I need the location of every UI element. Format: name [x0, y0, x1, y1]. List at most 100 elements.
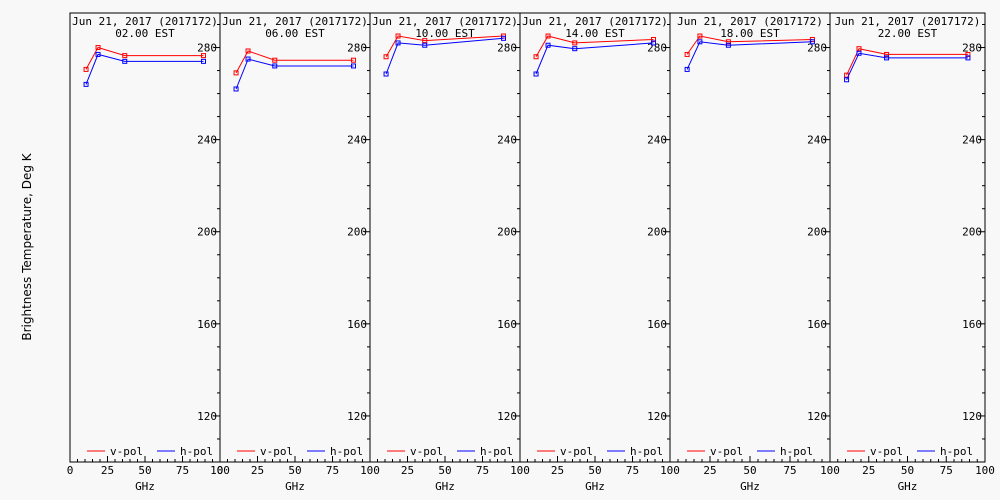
x-tick-label: 25 [401, 464, 414, 477]
x-tick-label: 25 [101, 464, 114, 477]
data-point-h-pol [884, 55, 890, 61]
chart-panel-6: Jun 21, 2017 (2017172)22.00 EST 120 160 200… [829, 12, 995, 493]
chart-panel-2: Jun 21, 2017 (2017172)06.00 EST 120 160 200… [217, 12, 380, 493]
panel-subtitle: 22.00 EST [878, 27, 938, 40]
legend-label-h-pol: h-pol [630, 445, 663, 458]
series-line-v-pol [385, 35, 504, 57]
x-axis-label: GHz [135, 480, 155, 493]
x-tick-label: 50 [138, 464, 151, 477]
panel-subtitle: 06.00 EST [265, 27, 325, 40]
y-tick-label: 200 [347, 226, 367, 239]
data-point-h-pol [272, 63, 278, 69]
x-tick-label: 100 [975, 464, 995, 477]
data-point-h-pol [572, 46, 578, 52]
x-tick-label: 75 [783, 464, 796, 477]
y-tick-label: 200 [497, 226, 517, 239]
panel-subtitle: 10.00 EST [415, 27, 475, 40]
data-point-v-pol [383, 54, 389, 60]
y-tick-label: 200 [807, 226, 827, 239]
data-point-h-pol [245, 56, 251, 62]
legend-label-v-pol: v-pol [110, 445, 143, 458]
y-tick-label: 200 [647, 226, 667, 239]
data-point-v-pol [245, 48, 251, 54]
y-tick-label: 160 [497, 318, 517, 331]
chart-panel-4: Jun 21, 2017 (2017172)14.00 EST 120 160 200… [519, 12, 680, 493]
x-tick-label: 100 [820, 464, 840, 477]
x-tick-label: 75 [476, 464, 489, 477]
chart-panel-3: Jun 21, 2017 (2017172)10.00 EST 120 160 200… [369, 12, 530, 493]
data-point-v-pol [965, 51, 971, 57]
x-axis-label: GHz [585, 480, 605, 493]
x-tick-label: 100 [210, 464, 230, 477]
data-point-h-pol [351, 63, 356, 69]
y-tick-label: 120 [647, 410, 667, 423]
series-line-v-pol [846, 48, 968, 76]
data-point-v-pol [545, 33, 551, 39]
data-point-h-pol [83, 81, 89, 87]
x-tick-label: 50 [288, 464, 301, 477]
data-point-h-pol [844, 77, 850, 83]
y-tick-label: 160 [647, 318, 667, 331]
legend-label-v-pol: v-pol [870, 445, 903, 458]
x-tick-label: 0 [217, 464, 224, 477]
y-tick-label: 200 [962, 226, 982, 239]
legend-label-h-pol: h-pol [940, 445, 973, 458]
y-tick-label: 280 [347, 42, 367, 55]
data-point-v-pol [572, 40, 578, 46]
panel-title: Jun 21, 2017 (2017172) [222, 15, 368, 28]
x-tick-label: 50 [743, 464, 756, 477]
data-point-v-pol [83, 66, 89, 72]
x-tick-label: 50 [438, 464, 451, 477]
x-axis-label: GHz [285, 480, 305, 493]
legend-label-v-pol: v-pol [710, 445, 743, 458]
legend-label-h-pol: h-pol [330, 445, 363, 458]
x-tick-label: 0 [67, 464, 74, 477]
y-tick-label: 120 [197, 410, 217, 423]
series-line-h-pol [385, 37, 504, 75]
data-point-h-pol [95, 51, 101, 57]
data-point-v-pol [422, 38, 428, 44]
y-tick-label: 240 [347, 134, 367, 147]
x-axis-label: GHz [898, 480, 918, 493]
data-point-h-pol [684, 66, 690, 72]
data-point-v-pol [233, 70, 239, 76]
data-point-h-pol [501, 35, 506, 41]
legend-label-h-pol: h-pol [180, 445, 213, 458]
y-tick-label: 240 [807, 134, 827, 147]
y-tick-label: 280 [497, 42, 517, 55]
data-point-v-pol [201, 53, 206, 59]
x-tick-label: 75 [176, 464, 189, 477]
chart-panel-5: Jun 21, 2017 (2017172)18.00 EST 120 160 200… [669, 12, 840, 493]
x-tick-label: 75 [940, 464, 953, 477]
data-point-v-pol [651, 36, 656, 42]
series-line-v-pol [235, 50, 354, 74]
panel-title: Jun 21, 2017 (2017172) [835, 15, 981, 28]
y-tick-label: 240 [497, 134, 517, 147]
y-tick-label: 160 [347, 318, 367, 331]
data-point-v-pol [272, 57, 278, 63]
y-tick-label: 120 [347, 410, 367, 423]
x-tick-label: 25 [551, 464, 564, 477]
data-point-h-pol [809, 39, 815, 45]
y-tick-label: 280 [807, 42, 827, 55]
legend-label-v-pol: v-pol [260, 445, 293, 458]
data-point-h-pol [122, 58, 128, 64]
y-tick-label: 240 [647, 134, 667, 147]
x-tick-label: 25 [251, 464, 264, 477]
series-line-h-pol [686, 41, 813, 70]
data-point-v-pol [884, 51, 890, 57]
y-tick-label: 160 [197, 318, 217, 331]
data-point-v-pol [351, 57, 356, 63]
x-tick-label: 100 [360, 464, 380, 477]
data-point-h-pol [545, 42, 551, 48]
chart-panel-1: Jun 21, 2017 (2017172)02.00 EST 120 160 200… [67, 12, 230, 493]
data-point-v-pol [697, 33, 703, 39]
panel-subtitle: 02.00 EST [115, 27, 175, 40]
data-point-h-pol [725, 42, 731, 48]
panel-title: Jun 21, 2017 (2017172) [522, 15, 668, 28]
data-point-h-pol [383, 71, 389, 77]
x-axis-label: GHz [435, 480, 455, 493]
data-point-h-pol [965, 55, 971, 61]
y-tick-label: 280 [197, 42, 217, 55]
